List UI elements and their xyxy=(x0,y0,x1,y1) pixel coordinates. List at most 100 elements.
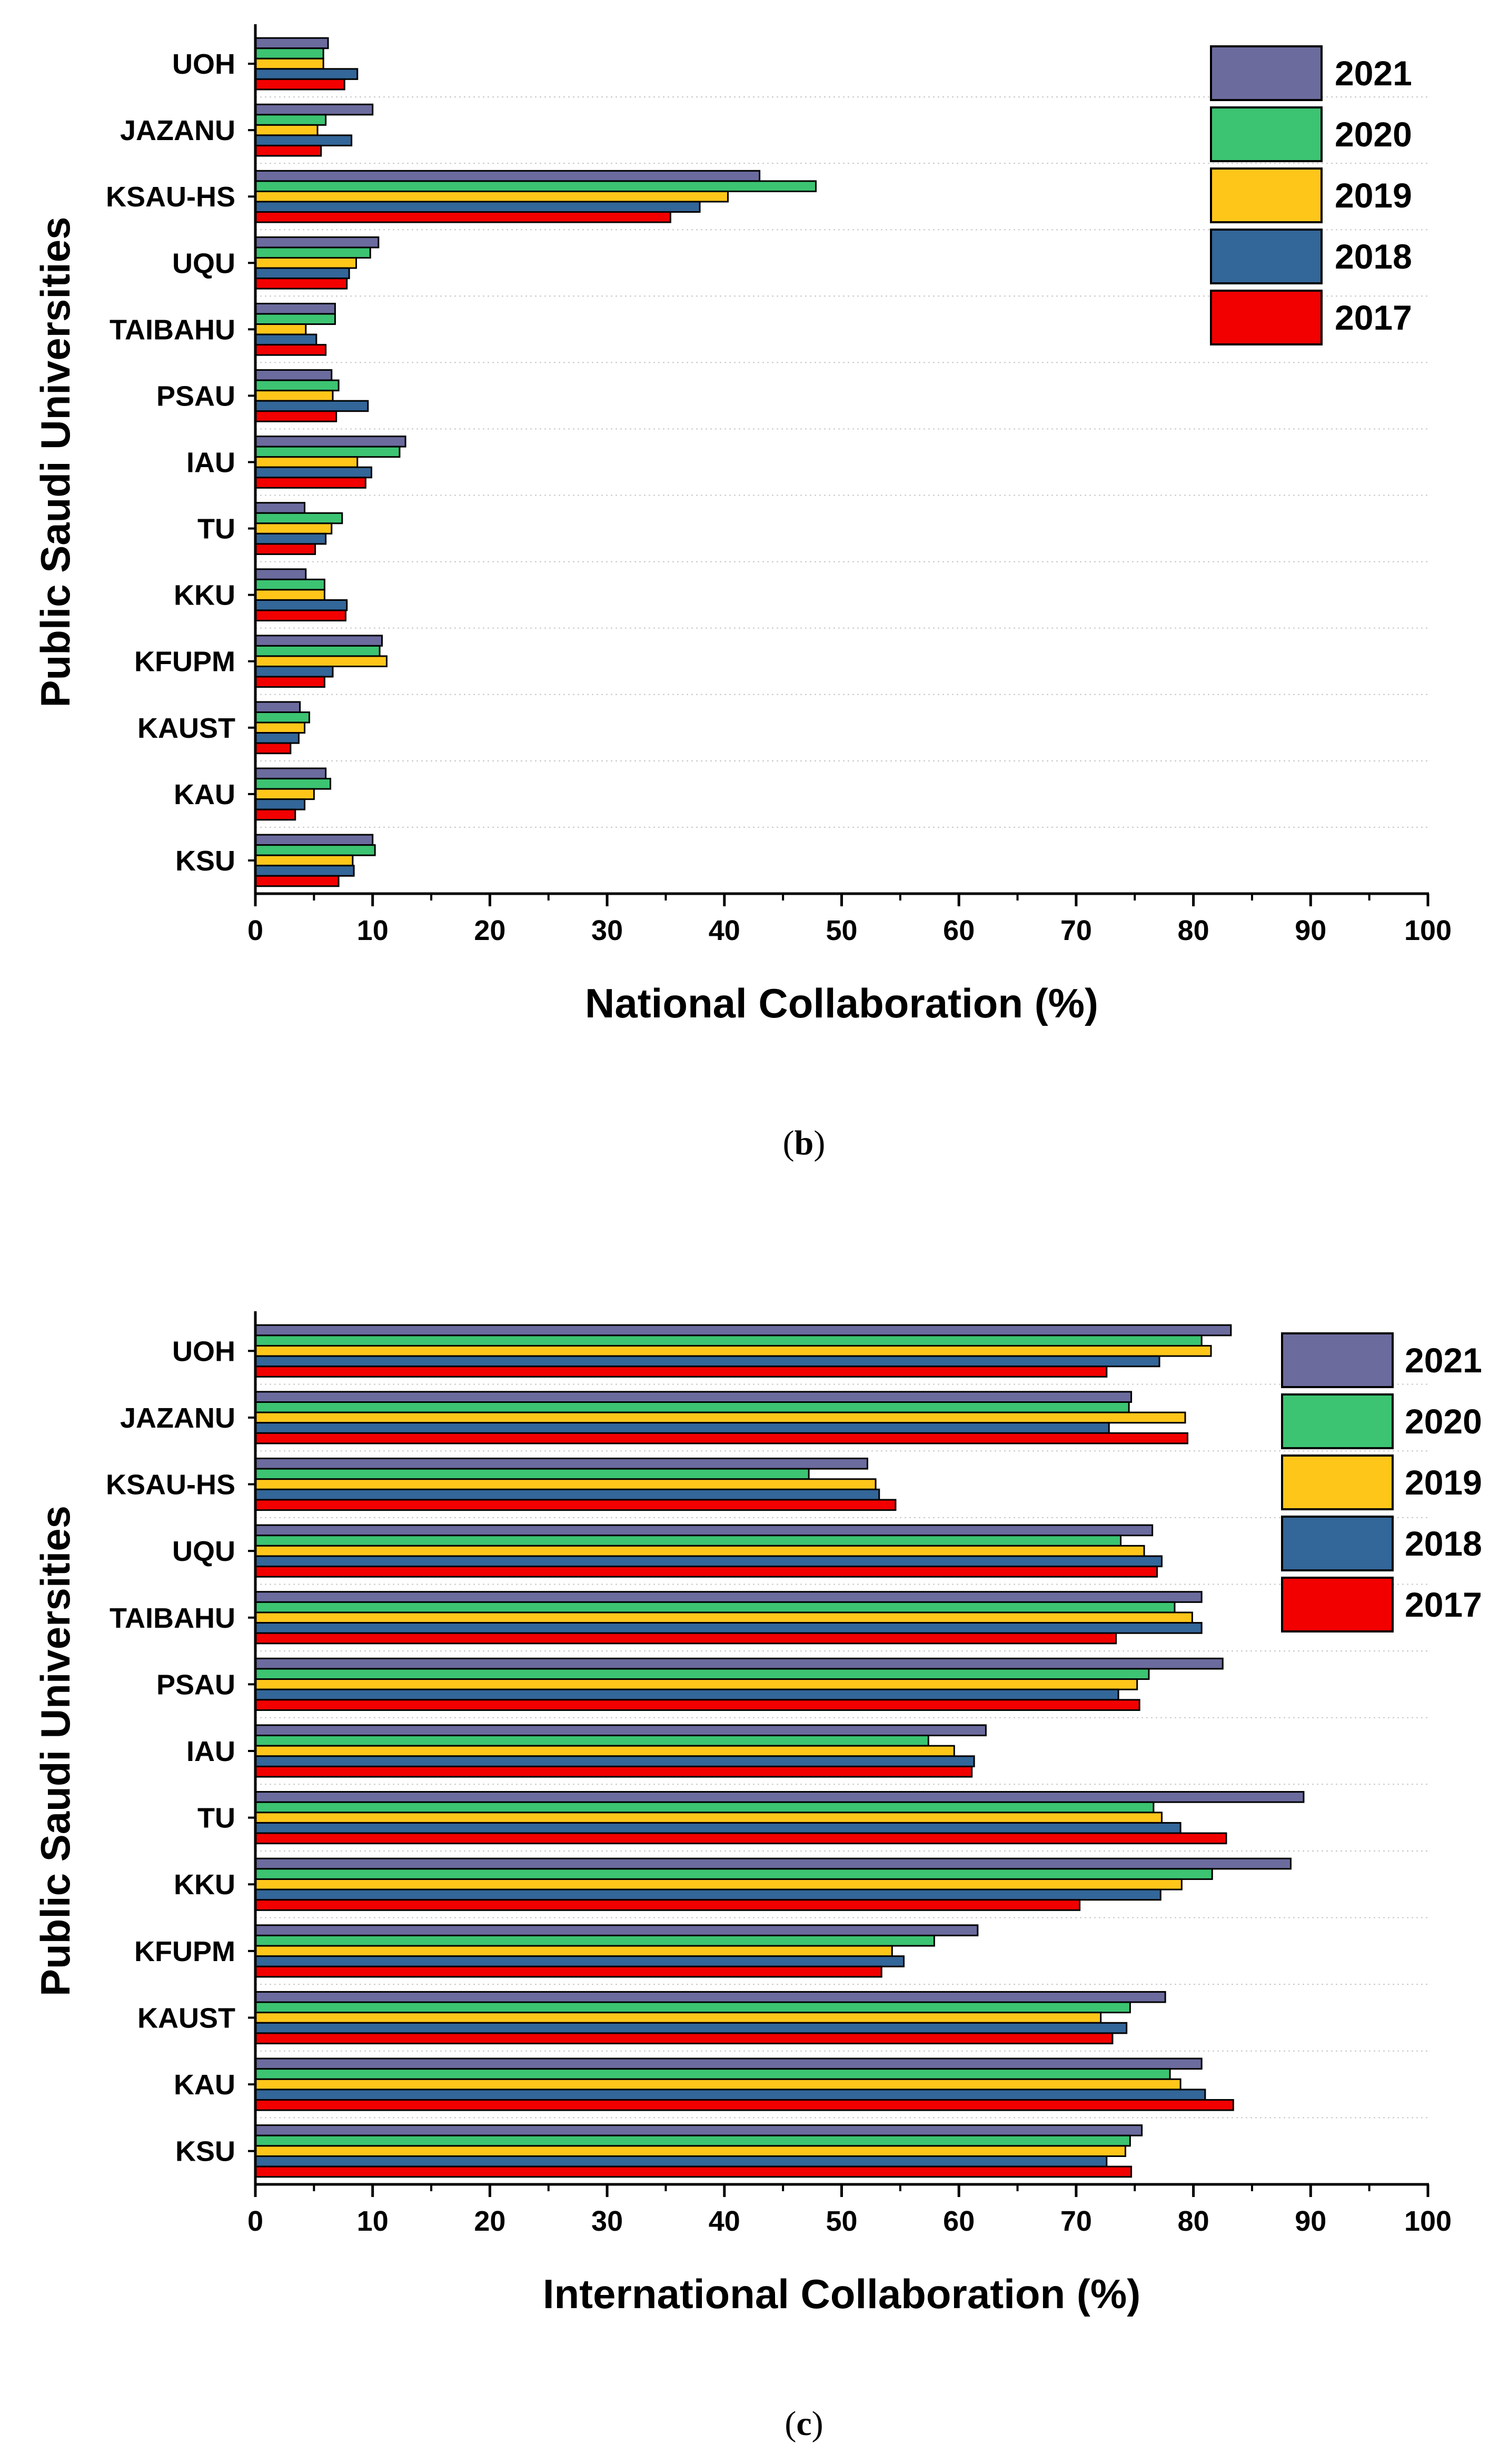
panel-caption-letter: b xyxy=(795,1124,814,1162)
x-tick-label: 70 xyxy=(1060,2205,1092,2237)
category-label: KSU xyxy=(175,2136,235,2168)
bar-jazanu-2020 xyxy=(254,1401,1130,1413)
panel-caption: (c) xyxy=(785,2404,823,2443)
bar-psau-2020 xyxy=(254,379,340,392)
legend-label-2017: 2017 xyxy=(1335,298,1412,337)
legend-swatch-2021 xyxy=(1281,1332,1394,1388)
bar-iau-2020 xyxy=(254,1735,929,1747)
bar-iau-2018 xyxy=(254,466,372,479)
bar-iau-2017 xyxy=(254,477,366,489)
y-axis-title: Public Saudi Universities xyxy=(32,217,78,708)
bar-ksu-2018 xyxy=(254,2155,1108,2168)
bar-uqu-2017 xyxy=(254,278,348,290)
category-label: TU xyxy=(197,513,235,545)
legend-label-2021: 2021 xyxy=(1405,1341,1482,1380)
bar-kau-2021 xyxy=(254,2057,1203,2070)
legend-swatch-2021 xyxy=(1210,45,1323,101)
bar-kau-2017 xyxy=(254,808,296,821)
bar-kku-2017 xyxy=(254,1899,1081,1911)
bar-kku-2019 xyxy=(254,589,325,601)
x-tick-label: 70 xyxy=(1060,915,1092,946)
bar-ksau-hs-2018 xyxy=(254,201,701,213)
bar-ksau-hs-2018 xyxy=(254,1488,880,1501)
bar-kau-2018 xyxy=(254,2089,1206,2101)
bar-uqu-2021 xyxy=(254,236,380,249)
bar-kfupm-2018 xyxy=(254,1955,905,1967)
legend-swatch-2017 xyxy=(1210,290,1323,345)
bar-ksau-hs-2020 xyxy=(254,180,817,192)
bar-jazanu-2019 xyxy=(254,1411,1186,1424)
bar-kau-2020 xyxy=(254,778,332,790)
panel-caption-letter: c xyxy=(796,2404,811,2443)
bar-psau-2019 xyxy=(254,390,334,402)
bar-ksau-hs-2020 xyxy=(254,1468,810,1480)
bar-uqu-2019 xyxy=(254,1545,1145,1557)
bar-ksu-2019 xyxy=(254,854,354,867)
bar-kku-2020 xyxy=(254,1868,1213,1880)
x-tick-label: 30 xyxy=(591,2205,623,2237)
bar-taibahu-2019 xyxy=(254,323,307,335)
bar-ksau-hs-2017 xyxy=(254,211,671,223)
category-label: KFUPM xyxy=(134,1936,235,1967)
bar-uoh-2018 xyxy=(254,68,359,80)
legend-swatch-2018 xyxy=(1281,1516,1394,1571)
bar-ksu-2017 xyxy=(254,875,340,887)
x-tick-label: 50 xyxy=(826,2205,857,2237)
bar-tu-2017 xyxy=(254,543,316,555)
bar-kaust-2021 xyxy=(254,1991,1166,2003)
bar-kfupm-2017 xyxy=(254,676,325,688)
panel-caption: (b) xyxy=(783,1124,826,1162)
x-tick-label: 80 xyxy=(1178,2205,1209,2237)
bar-kku-2020 xyxy=(254,578,325,591)
bar-tu-2017 xyxy=(254,1832,1227,1845)
bar-jazanu-2020 xyxy=(254,114,327,126)
category-label: KAUST xyxy=(137,2002,235,2034)
bar-ksau-hs-2021 xyxy=(254,1457,868,1470)
bar-psau-2019 xyxy=(254,1678,1138,1690)
bar-psau-2018 xyxy=(254,400,369,412)
bar-kfupm-2021 xyxy=(254,1924,979,1936)
bar-taibahu-2018 xyxy=(254,333,317,346)
bar-jazanu-2017 xyxy=(254,144,322,157)
category-label: KSAU-HS xyxy=(106,181,235,213)
legend-swatch-2017 xyxy=(1281,1577,1394,1632)
x-tick-label: 80 xyxy=(1178,915,1209,946)
legend-swatch-2019 xyxy=(1281,1454,1394,1510)
legend-label-2019: 2019 xyxy=(1405,1463,1482,1502)
x-tick-label: 60 xyxy=(943,2205,975,2237)
x-tick-label: 60 xyxy=(943,915,975,946)
bar-ksu-2020 xyxy=(254,844,376,856)
bar-tu-2019 xyxy=(254,1812,1163,1824)
category-label: JAZANU xyxy=(120,1402,235,1434)
bar-kaust-2018 xyxy=(254,2022,1128,2034)
category-label: KSAU-HS xyxy=(106,1469,235,1501)
bar-ksu-2020 xyxy=(254,2134,1131,2147)
bar-taibahu-2018 xyxy=(254,1622,1203,1634)
category-label: KSU xyxy=(175,845,235,877)
category-label: KAUST xyxy=(137,713,235,744)
bar-iau-2017 xyxy=(254,1765,973,1778)
bar-taibahu-2020 xyxy=(254,313,336,325)
bar-kfupm-2021 xyxy=(254,635,383,647)
x-tick-label: 90 xyxy=(1295,2205,1326,2237)
bar-psau-2018 xyxy=(254,1688,1119,1701)
bar-kku-2021 xyxy=(254,568,307,580)
bar-ksau-hs-2021 xyxy=(254,170,761,182)
bar-kau-2021 xyxy=(254,767,327,780)
legend-swatch-2020 xyxy=(1281,1393,1394,1449)
bar-kfupm-2017 xyxy=(254,1965,882,1978)
bar-iau-2018 xyxy=(254,1755,975,1767)
bar-uqu-2019 xyxy=(254,256,358,269)
bar-jazanu-2018 xyxy=(254,1422,1110,1434)
bar-iau-2019 xyxy=(254,456,359,468)
x-tick-label: 100 xyxy=(1404,2205,1452,2237)
bar-ksu-2021 xyxy=(254,2124,1143,2136)
bar-kku-2019 xyxy=(254,1878,1183,1891)
bar-kaust-2017 xyxy=(254,742,292,755)
bar-iau-2021 xyxy=(254,1724,987,1737)
bar-uoh-2018 xyxy=(254,1355,1160,1368)
bar-uoh-2020 xyxy=(254,1334,1203,1347)
category-label: TU xyxy=(197,1803,235,1834)
bar-uoh-2021 xyxy=(254,37,329,50)
x-tick-label: 10 xyxy=(357,915,389,946)
